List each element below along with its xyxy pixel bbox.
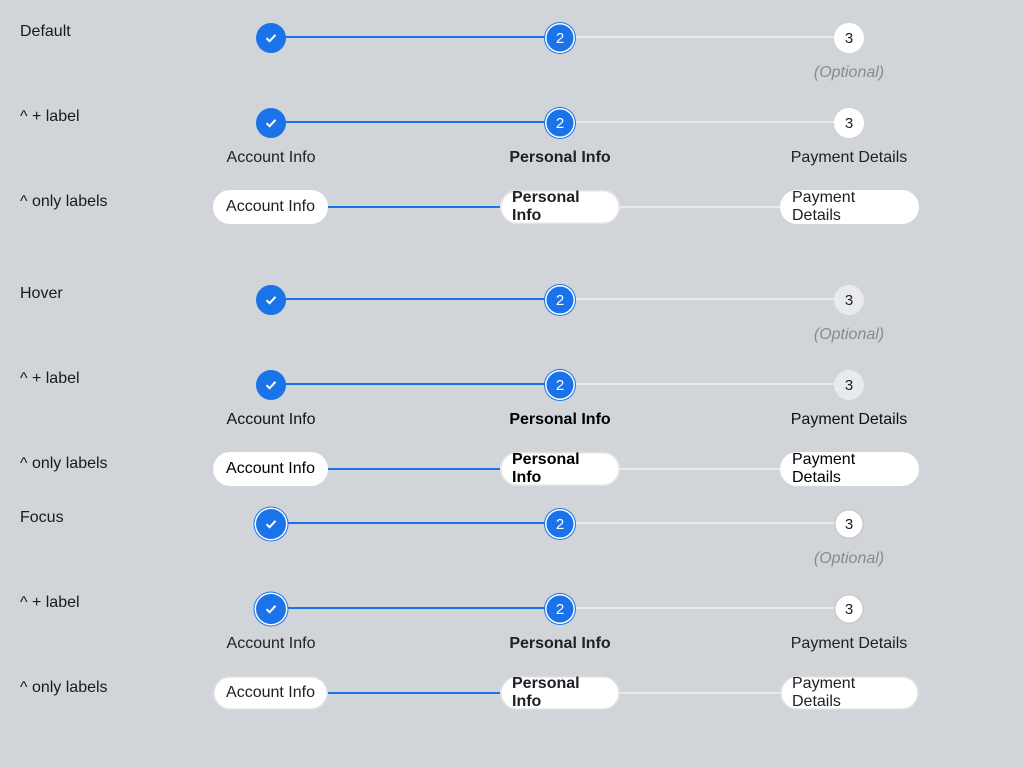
row-label-default-icon-label: ^ + label (20, 108, 80, 125)
step-2-current-circle[interactable]: 2 (545, 285, 575, 315)
step-2-label: Personal Info (509, 635, 611, 652)
row-label-focus-only-labels: ^ only labels (20, 679, 108, 696)
step-3-circle[interactable]: 3 (834, 108, 864, 138)
step-3-optional-label: (Optional) (813, 326, 885, 343)
step-2-label: Personal Info (509, 411, 611, 428)
step-1-done-circle[interactable] (256, 285, 286, 315)
step-1-label: Account Info (226, 635, 316, 652)
row-label-default-only-labels: ^ only labels (20, 193, 108, 210)
step-3-pill[interactable]: Payment Details (780, 675, 919, 710)
check-icon (265, 34, 277, 43)
step-3-circle[interactable]: 3 (834, 509, 864, 539)
row-label-hover: Hover (20, 285, 63, 302)
check-icon (265, 381, 277, 390)
step-1-label: Account Info (226, 411, 316, 428)
step-3-pill[interactable]: Payment Details (780, 451, 919, 486)
step-3-circle[interactable]: 3 (834, 594, 864, 624)
step-1-done-circle[interactable] (256, 370, 286, 400)
step-2-pill[interactable]: Personal Info (500, 451, 620, 486)
step-3-label: Payment Details (790, 411, 908, 428)
step-2-current-circle[interactable]: 2 (545, 509, 575, 539)
step-3-circle[interactable]: 3 (834, 285, 864, 315)
step-3-circle[interactable]: 3 (834, 23, 864, 53)
check-icon (265, 296, 277, 305)
check-icon (265, 605, 277, 614)
step-2-current-circle[interactable]: 2 (545, 594, 575, 624)
row-label-default: Default (20, 23, 71, 40)
row-label-focus: Focus (20, 509, 64, 526)
step-2-current-circle[interactable]: 2 (545, 370, 575, 400)
step-1-pill[interactable]: Account Info (213, 676, 328, 710)
row-label-hover-icon-label: ^ + label (20, 370, 80, 387)
step-1-done-circle[interactable] (256, 108, 286, 138)
step-1-label: Account Info (226, 149, 316, 166)
step-3-circle[interactable]: 3 (834, 370, 864, 400)
step-3-pill[interactable]: Payment Details (780, 189, 919, 224)
step-1-done-circle[interactable] (256, 23, 286, 53)
step-2-current-circle[interactable]: 2 (545, 108, 575, 138)
step-1-pill[interactable]: Account Info (213, 452, 328, 486)
step-2-current-circle[interactable]: 2 (545, 23, 575, 53)
check-icon (265, 520, 277, 529)
step-2-pill[interactable]: Personal Info (500, 675, 620, 710)
step-1-done-circle[interactable] (256, 594, 286, 624)
step-1-pill[interactable]: Account Info (213, 190, 328, 224)
step-3-optional-label: (Optional) (813, 550, 885, 567)
step-2-label: Personal Info (509, 149, 611, 166)
row-label-focus-icon-label: ^ + label (20, 594, 80, 611)
check-icon (265, 119, 277, 128)
step-3-label: Payment Details (790, 635, 908, 652)
step-1-done-circle[interactable] (256, 509, 286, 539)
step-2-pill[interactable]: Personal Info (500, 189, 620, 224)
step-3-label: Payment Details (790, 149, 908, 166)
row-label-hover-only-labels: ^ only labels (20, 455, 108, 472)
step-3-optional-label: (Optional) (813, 64, 885, 81)
